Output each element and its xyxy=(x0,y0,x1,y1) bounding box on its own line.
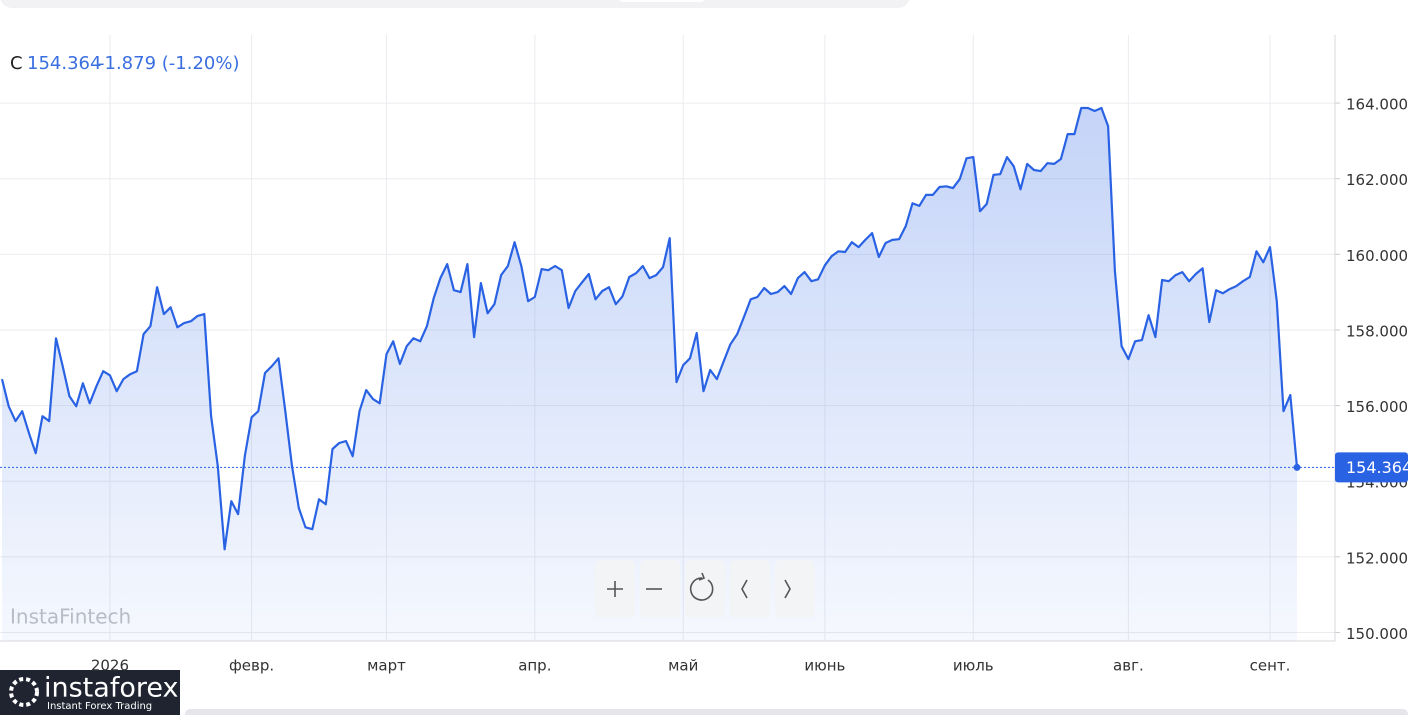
y-tick-label: 160.000 xyxy=(1346,247,1408,265)
x-tick-label: апр. xyxy=(518,657,551,675)
x-tick-label: июль xyxy=(953,657,994,675)
zoom-out-button[interactable] xyxy=(640,560,680,618)
header-symbol: C xyxy=(10,53,23,74)
scroll-right-button[interactable] xyxy=(775,560,815,618)
y-tick-label: 156.000 xyxy=(1346,398,1408,416)
last-point xyxy=(1293,463,1301,471)
y-tick-label: 164.000 xyxy=(1346,96,1408,114)
zoom-in-button[interactable] xyxy=(595,560,635,618)
x-tick-label: март xyxy=(367,657,406,675)
x-tick-label: июнь xyxy=(804,657,845,675)
x-tick-label: февр. xyxy=(229,657,274,675)
header-last: 154.364 xyxy=(27,53,101,74)
y-tick-label: 150.000 xyxy=(1346,625,1408,643)
zoom-controls xyxy=(595,560,815,618)
x-tick-label: авг. xyxy=(1113,657,1144,675)
y-tick-label: 162.000 xyxy=(1346,171,1408,189)
area xyxy=(2,108,1297,641)
bottom-bar xyxy=(185,709,1408,715)
logo-name: instaforex xyxy=(44,673,178,704)
price-badge-label: 154.364 xyxy=(1346,458,1408,477)
top-bar xyxy=(0,0,910,8)
y-tick-label: 152.000 xyxy=(1346,549,1408,567)
line xyxy=(0,106,1299,551)
scroll-left-button[interactable] xyxy=(730,560,770,618)
logo-tagline: Instant Forex Trading xyxy=(47,701,152,712)
x-tick-label: май xyxy=(668,657,698,675)
reset-button[interactable] xyxy=(685,560,725,618)
watermark: InstaFintech xyxy=(10,605,131,629)
plot xyxy=(0,106,1335,641)
header-change: -1.879 (-1.20%) xyxy=(98,53,239,74)
x-tick-label: сент. xyxy=(1250,657,1291,675)
y-tick-label: 158.000 xyxy=(1346,322,1408,340)
price-badge xyxy=(1335,452,1408,483)
logo: instaforex Instant Forex Trading xyxy=(0,670,180,715)
x-tick-label: 2026 xyxy=(91,657,129,675)
